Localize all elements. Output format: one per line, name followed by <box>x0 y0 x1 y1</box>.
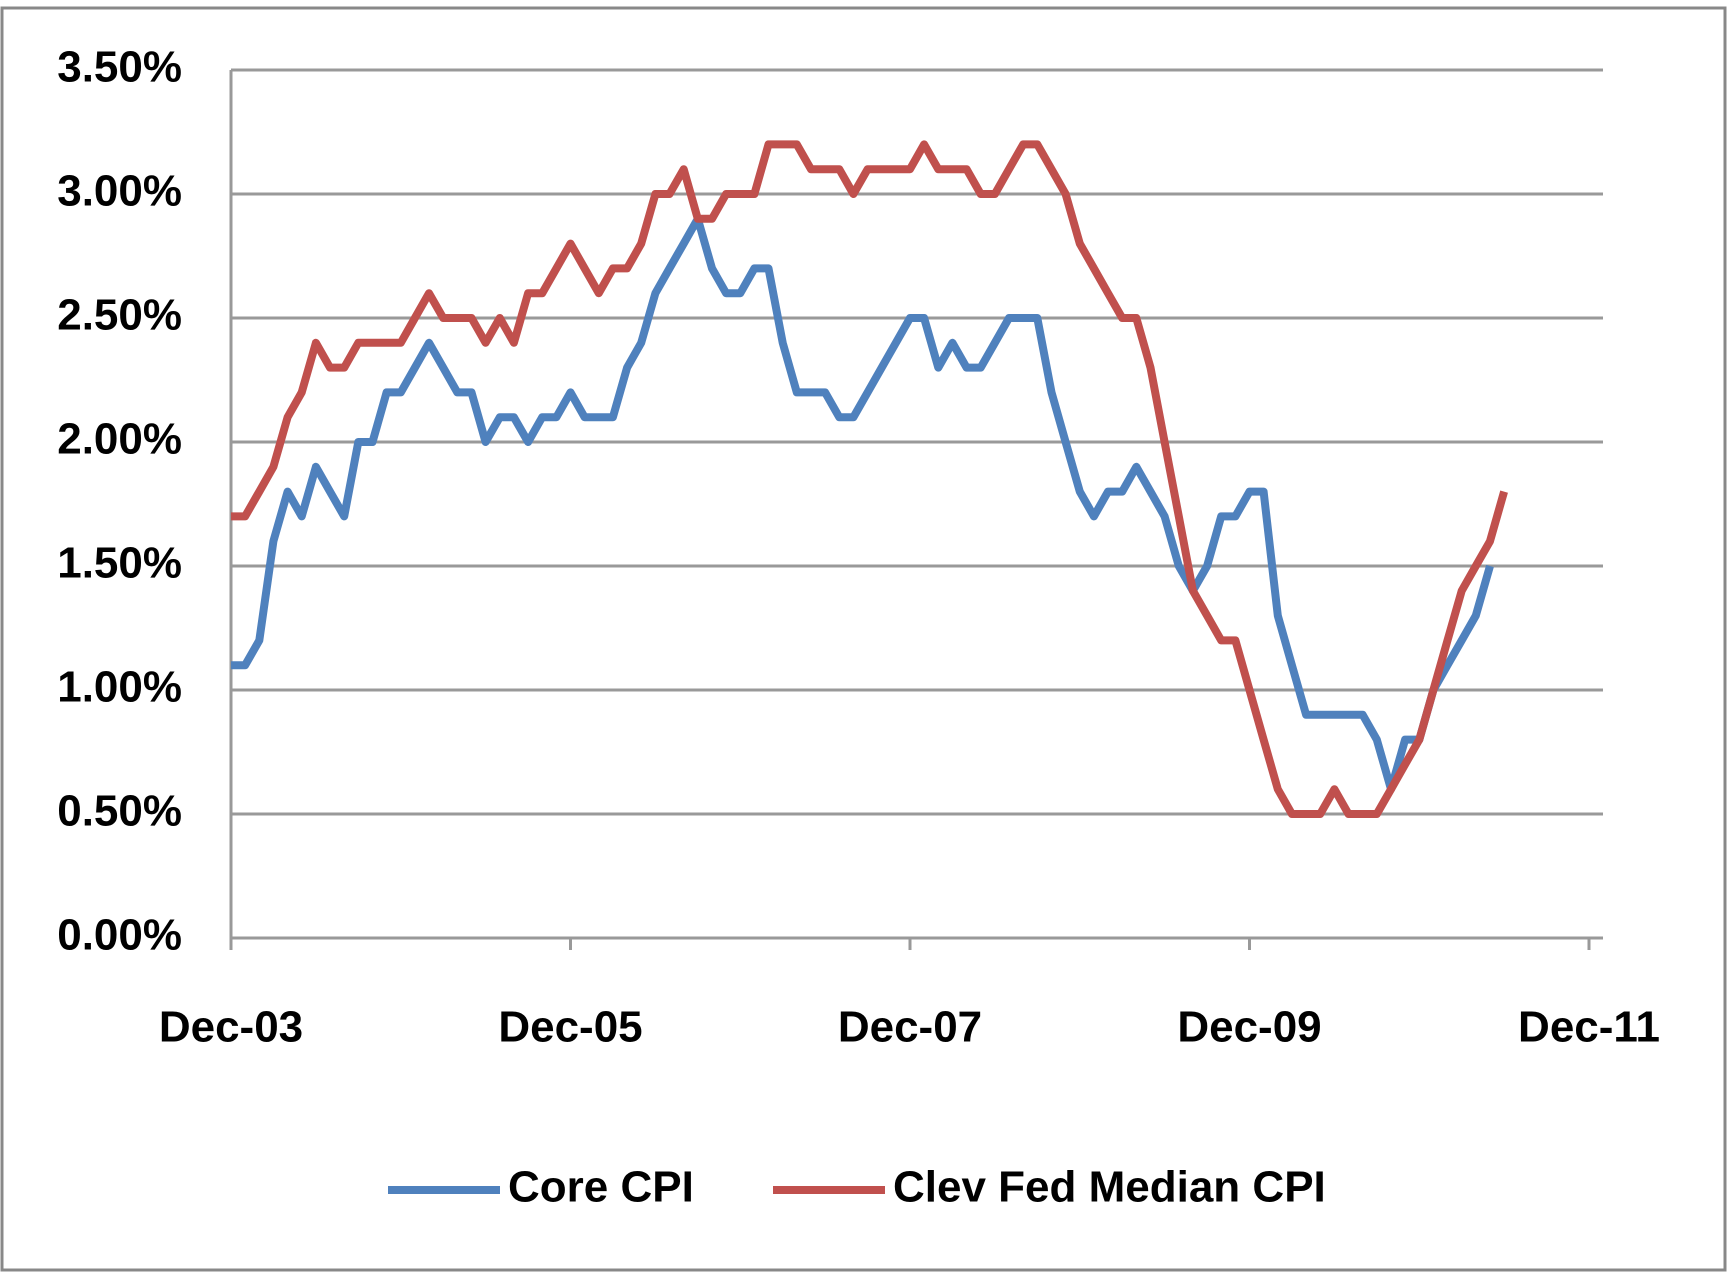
y-tick-label: 1.00% <box>57 663 182 712</box>
x-tick-label: Dec-05 <box>498 1003 642 1052</box>
x-tick-label: Dec-11 <box>1518 1003 1660 1052</box>
y-tick-label: 1.50% <box>57 539 182 588</box>
y-tick-label: 0.50% <box>57 787 182 836</box>
legend-label: Clev Fed Median CPI <box>893 1163 1326 1212</box>
y-tick-label: 3.50% <box>57 43 182 92</box>
x-tick-label: Dec-07 <box>838 1003 982 1052</box>
y-tick-label: 2.00% <box>57 415 182 464</box>
chart-frame <box>0 6 1727 1272</box>
x-tick-label: Dec-03 <box>159 1003 303 1052</box>
line-series <box>231 214 1494 794</box>
y-tick-label: 2.50% <box>57 291 182 340</box>
line-series <box>231 140 1508 818</box>
legend-label: Core CPI <box>508 1163 694 1212</box>
y-tick-label: 0.00% <box>57 911 182 960</box>
y-tick-label: 3.00% <box>57 167 182 216</box>
x-tick-label: Dec-09 <box>1177 1003 1321 1052</box>
